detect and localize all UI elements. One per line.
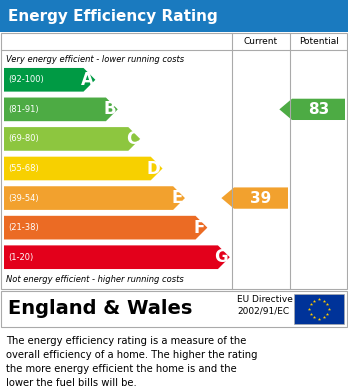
Polygon shape	[4, 127, 140, 151]
Text: Energy Efficiency Rating: Energy Efficiency Rating	[8, 9, 218, 23]
Bar	[0, 0, 348, 32]
Polygon shape	[279, 99, 345, 120]
Text: (69-80): (69-80)	[8, 135, 39, 143]
Text: 39: 39	[250, 190, 272, 206]
Text: B: B	[103, 100, 116, 118]
Text: Very energy efficient - lower running costs: Very energy efficient - lower running co…	[6, 56, 184, 65]
Text: The energy efficiency rating is a measure of the
overall efficiency of a home. T: The energy efficiency rating is a measur…	[6, 336, 258, 388]
Text: (1-20): (1-20)	[8, 253, 33, 262]
Polygon shape	[221, 187, 288, 209]
Text: 83: 83	[308, 102, 329, 117]
Text: G: G	[214, 248, 228, 266]
Text: D: D	[147, 160, 160, 178]
Text: E: E	[172, 189, 183, 207]
Text: (21-38): (21-38)	[8, 223, 39, 232]
Polygon shape	[4, 157, 163, 180]
Text: EU Directive
2002/91/EC: EU Directive 2002/91/EC	[237, 294, 293, 316]
Text: (92-100): (92-100)	[8, 75, 44, 84]
Text: (55-68): (55-68)	[8, 164, 39, 173]
Text: C: C	[126, 130, 138, 148]
Polygon shape	[4, 246, 230, 269]
Text: (39-54): (39-54)	[8, 194, 39, 203]
Polygon shape	[4, 97, 118, 121]
Text: F: F	[194, 219, 205, 237]
Text: Not energy efficient - higher running costs: Not energy efficient - higher running co…	[6, 276, 184, 285]
Text: (81-91): (81-91)	[8, 105, 39, 114]
Polygon shape	[4, 216, 207, 239]
Text: A: A	[80, 71, 93, 89]
Text: Potential: Potential	[299, 36, 339, 45]
Polygon shape	[4, 68, 95, 91]
Bar	[1, 291, 347, 327]
Polygon shape	[4, 186, 185, 210]
Text: England & Wales: England & Wales	[8, 300, 192, 319]
Text: Current: Current	[244, 36, 278, 45]
Bar	[1, 33, 347, 289]
Bar	[294, 294, 344, 324]
